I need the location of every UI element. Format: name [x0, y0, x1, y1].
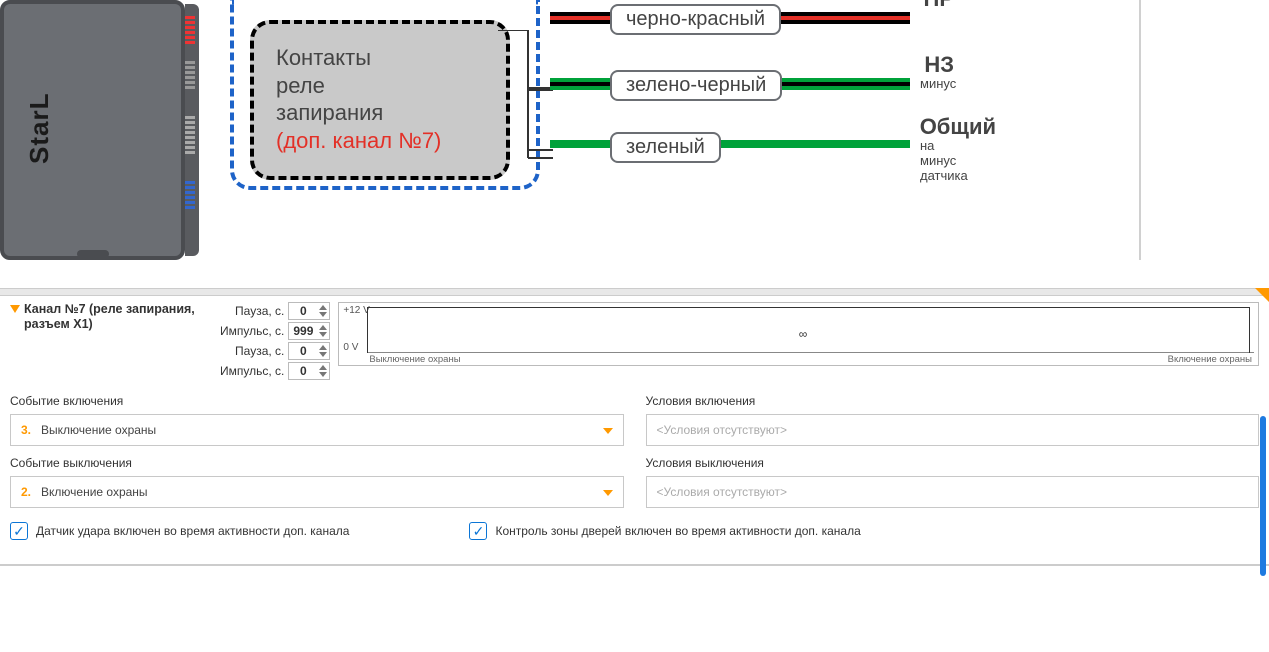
- pins-grey-2: [185, 114, 195, 156]
- on-event-dropdown[interactable]: 3. Выключение охраны: [10, 414, 624, 446]
- on-event-number: 3.: [21, 423, 31, 437]
- on-event-text: Выключение охраны: [41, 423, 156, 437]
- checkmark-icon: ✓: [473, 524, 485, 538]
- spinner-down-icon[interactable]: [319, 372, 327, 377]
- scope-label-left: Выключение охраны: [369, 354, 460, 365]
- wire-note-3: на минус датчика: [920, 138, 968, 183]
- lock-relay-contact-box: Контакты реле запирания (доп. канал №7): [250, 20, 510, 180]
- pins-grey-1: [185, 59, 195, 91]
- on-cond-dropdown[interactable]: <Условия отсутствуют>: [646, 414, 1260, 446]
- spinner-up-icon[interactable]: [319, 365, 327, 370]
- door-zone-checkbox[interactable]: ✓ Контроль зоны дверей включен во время …: [469, 522, 860, 540]
- spinner-0[interactable]: 0: [288, 302, 330, 320]
- wire-caption-1: НР: [923, 0, 954, 12]
- alarm-module: StarL: [0, 0, 185, 260]
- scope-infinity: ∞: [799, 327, 808, 341]
- spinner-2[interactable]: 0: [288, 342, 330, 360]
- pins-blue: [185, 179, 195, 211]
- off-cond-dropdown[interactable]: <Условия отсутствуют>: [646, 476, 1260, 508]
- spinner-3[interactable]: 0: [288, 362, 330, 380]
- spinner-value-0: 0: [289, 304, 317, 318]
- contact-line-1: Контакты: [276, 44, 484, 72]
- spinner-value-3: 0: [289, 364, 317, 378]
- scope-label-right: Включение охраны: [1168, 354, 1252, 365]
- spinner-row-2: Пауза, с. 0: [220, 342, 330, 360]
- on-cond-placeholder: <Условия отсутствуют>: [657, 423, 788, 437]
- collapse-icon: [10, 305, 20, 313]
- spinner-value-2: 0: [289, 344, 317, 358]
- on-cond-label: Условия включения: [646, 394, 1260, 408]
- panel-separator: [0, 288, 1269, 296]
- off-event-dropdown[interactable]: 2. Включение охраны: [10, 476, 624, 508]
- spinner-row-1: Импульс, с. 999: [220, 322, 330, 340]
- scope-axis: [367, 352, 1254, 353]
- contact-line-3: запирания: [276, 99, 484, 127]
- spinner-row-0: Пауза, с. 0: [220, 302, 330, 320]
- door-zone-label: Контроль зоны дверей включен во время ак…: [495, 524, 860, 538]
- channel-title-text: Канал №7 (реле запирания, разъем X1): [24, 302, 220, 332]
- spinner-up-icon[interactable]: [319, 305, 327, 310]
- wiring-diagram: StarL Контакты реле запирания (доп. кана…: [0, 0, 1269, 270]
- wire-green-black: зелено-черный НЗ минус: [550, 78, 910, 90]
- spinner-label-3: Импульс, с.: [220, 364, 284, 378]
- wire-caption-3: Общий: [920, 114, 996, 140]
- off-event-label: Событие выключения: [10, 456, 624, 470]
- spinner-label-2: Пауза, с.: [235, 344, 284, 358]
- spinner-row-3: Импульс, с. 0: [220, 362, 330, 380]
- shock-sensor-checkbox[interactable]: ✓ Датчик удара включен во время активнос…: [10, 522, 349, 540]
- scope-v-high: +12 V: [343, 305, 369, 316]
- spinner-up-icon[interactable]: [319, 345, 327, 350]
- checkbox-icon: ✓: [469, 522, 487, 540]
- wire-label-2: зелено-черный: [610, 70, 782, 101]
- pins-red: [185, 14, 195, 46]
- wire-caption-2: НЗ: [924, 52, 954, 78]
- wire-black-red: черно-красный НР: [550, 12, 910, 24]
- shock-sensor-label: Датчик удара включен во время активности…: [36, 524, 349, 538]
- contact-line-4: (доп. канал №7): [276, 127, 484, 155]
- scope-rising-edge: [367, 307, 368, 353]
- channel-title-toggle[interactable]: Канал №7 (реле запирания, разъем X1): [10, 302, 220, 332]
- spinner-down-icon[interactable]: [319, 352, 327, 357]
- spinner-down-icon[interactable]: [319, 332, 327, 337]
- wire-green: зеленый Общий на минус датчика: [550, 140, 910, 152]
- on-event-label: Событие включения: [10, 394, 624, 408]
- off-event-text: Включение охраны: [41, 485, 148, 499]
- checkbox-icon: ✓: [10, 522, 28, 540]
- channel-settings-panel: Канал №7 (реле запирания, разъем X1) Пау…: [0, 296, 1269, 556]
- pulse-waveform-scope: +12 V 0 V ∞ Выключение охраны Включение …: [338, 302, 1259, 366]
- module-brand: StarL: [24, 134, 144, 164]
- checkmark-icon: ✓: [13, 524, 25, 538]
- off-cond-placeholder: <Условия отсутствуют>: [657, 485, 788, 499]
- spinner-1[interactable]: 999: [288, 322, 330, 340]
- module-notch: [77, 250, 109, 258]
- timing-spinners: Пауза, с. 0 Импульс, с. 999 Пауза, с. 0: [220, 302, 330, 380]
- spinner-value-1: 999: [289, 324, 317, 338]
- spinner-down-icon[interactable]: [319, 312, 327, 317]
- wire-label-3: зеленый: [610, 132, 721, 163]
- wire-note-2: минус: [920, 76, 956, 91]
- scrollbar-thumb[interactable]: [1260, 416, 1266, 576]
- spinner-up-icon[interactable]: [319, 325, 327, 330]
- off-cond-label: Условия выключения: [646, 456, 1260, 470]
- contact-line-2: реле: [276, 72, 484, 100]
- off-event-number: 2.: [21, 485, 31, 499]
- chevron-down-icon: [603, 490, 613, 496]
- chevron-down-icon: [603, 428, 613, 434]
- scope-falling-edge: [1249, 307, 1250, 353]
- wire-area: черно-красный НР зелено-черный НЗ минус …: [550, 0, 1140, 200]
- panel-bottom-border: [0, 564, 1269, 566]
- spinner-label-0: Пауза, с.: [235, 304, 284, 318]
- scope-high-line: [367, 307, 1250, 308]
- wire-label-1: черно-красный: [610, 4, 781, 35]
- scope-v-low: 0 V: [343, 342, 358, 353]
- spinner-label-1: Импульс, с.: [220, 324, 284, 338]
